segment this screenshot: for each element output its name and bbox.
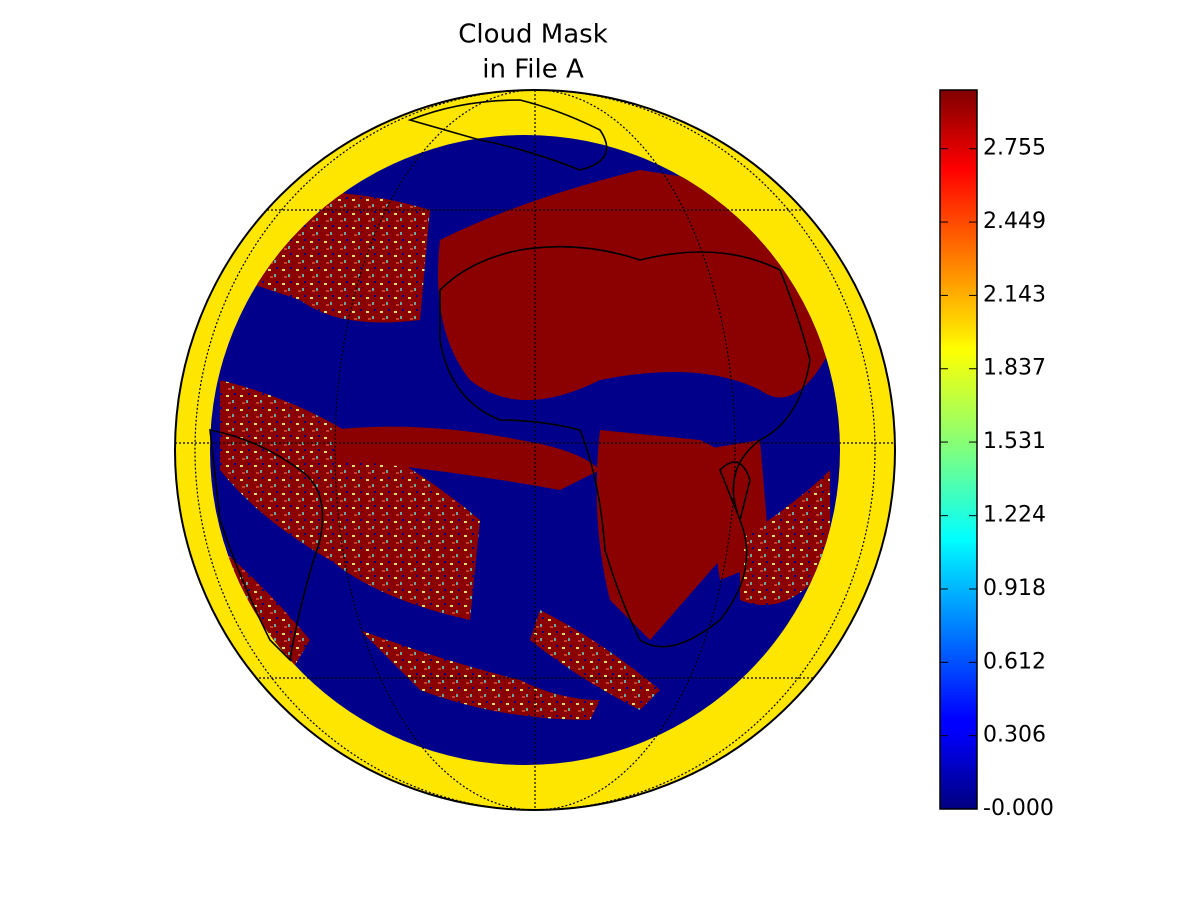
colorbar-tick-label: 2.143 — [983, 282, 1046, 307]
title-line: Cloud Mask — [458, 20, 608, 50]
colorbar-tick-label: 2.755 — [983, 136, 1046, 161]
title-line: in File A — [482, 55, 584, 85]
colorbar-tick-label: -0.000 — [983, 796, 1054, 821]
colorbar-tick-label: 0.306 — [983, 723, 1046, 748]
coastlines — [209, 99, 811, 662]
colorbar: -0.000 0.306 0.612 0.918 1.224 1.531 1.837 2.14… — [939, 89, 1054, 821]
colorbar-tick-label: 0.918 — [983, 576, 1046, 601]
globe — [174, 89, 896, 811]
colorbar-tick-label: 0.612 — [983, 649, 1046, 674]
colorbar-tick-label: 1.837 — [983, 356, 1046, 381]
colorbar-ramp — [939, 89, 978, 810]
colorbar-tick-label: 1.224 — [983, 503, 1046, 528]
colorbar-tick-label: 2.449 — [983, 209, 1046, 234]
graticule — [175, 90, 895, 810]
colorbar-tick-label: 1.531 — [983, 429, 1046, 454]
